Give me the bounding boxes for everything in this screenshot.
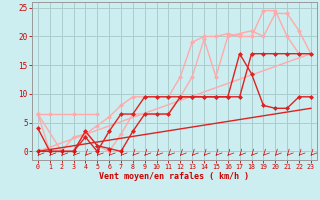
X-axis label: Vent moyen/en rafales ( km/h ): Vent moyen/en rafales ( km/h ) <box>100 172 249 181</box>
